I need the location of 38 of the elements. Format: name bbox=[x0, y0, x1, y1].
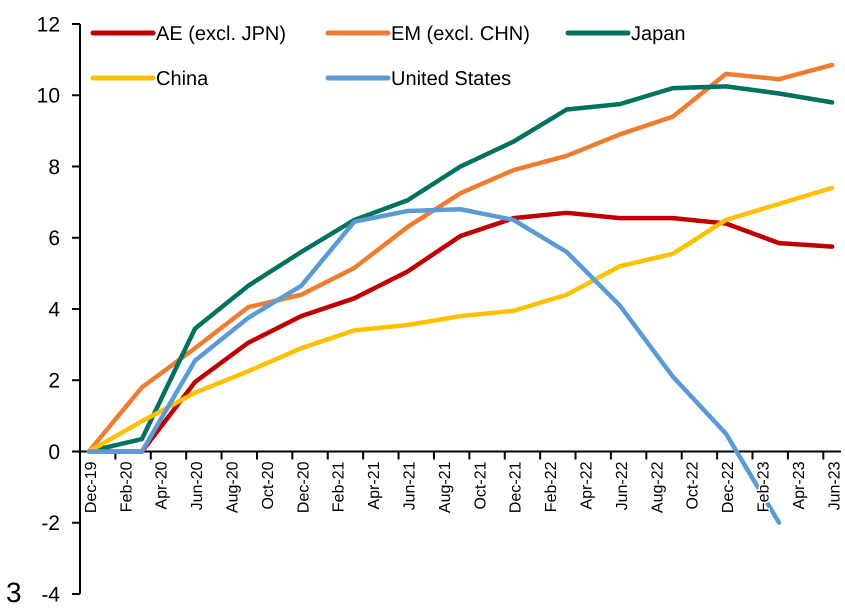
x-tick-label: Apr-22 bbox=[578, 461, 596, 510]
y-tick-label: 4 bbox=[48, 298, 60, 322]
x-tick-label: Oct-22 bbox=[684, 461, 702, 510]
legend-label: EM (excl. CHN) bbox=[391, 23, 530, 45]
x-tick-label: Apr-20 bbox=[154, 461, 171, 510]
x-tick-label: Dec-20 bbox=[295, 461, 312, 514]
y-tick-label: -4 bbox=[41, 583, 60, 606]
x-tick-label: Apr-21 bbox=[366, 461, 384, 510]
y-tick-label: 10 bbox=[36, 84, 60, 108]
y-tick-label: 8 bbox=[48, 156, 60, 179]
x-tick-label: Dec-21 bbox=[508, 461, 525, 514]
x-tick-label: Oct-20 bbox=[260, 461, 277, 510]
x-tick-label: Aug-20 bbox=[224, 461, 242, 514]
y-tick-label: 12 bbox=[36, 13, 60, 36]
x-tick-label: Jun-23 bbox=[826, 461, 844, 510]
y-tick-label: 0 bbox=[48, 440, 60, 464]
y-tick-label: 6 bbox=[48, 227, 60, 250]
x-tick-label: Feb-21 bbox=[330, 461, 348, 512]
x-tick-label: Feb-22 bbox=[543, 461, 560, 512]
legend-label: Japan bbox=[631, 23, 686, 45]
x-tick-label: Aug-21 bbox=[436, 461, 454, 514]
y-tick-label: 2 bbox=[48, 370, 60, 393]
legend-label: United States bbox=[391, 68, 512, 90]
line-series bbox=[86, 207, 782, 525]
x-tick-label: Jun-22 bbox=[614, 461, 631, 510]
x-tick-label: Dec-19 bbox=[82, 461, 100, 514]
x-tick-label: Oct-21 bbox=[472, 461, 490, 510]
x-tick-label: Jun-21 bbox=[402, 461, 419, 510]
x-tick-label: Aug-22 bbox=[649, 461, 666, 514]
text: 3 bbox=[6, 577, 22, 608]
x-tick-label: Feb-23 bbox=[755, 461, 772, 512]
x-tick-label: Dec-22 bbox=[720, 461, 738, 514]
x-tick-label: Feb-20 bbox=[118, 461, 136, 512]
x-tick-label: Apr-23 bbox=[790, 461, 808, 510]
y-tick-label: -2 bbox=[41, 512, 60, 536]
legend-label: AE (excl. JPN) bbox=[156, 23, 286, 45]
legend-label: China bbox=[156, 68, 210, 90]
x-tick-label: Jun-20 bbox=[189, 461, 206, 510]
